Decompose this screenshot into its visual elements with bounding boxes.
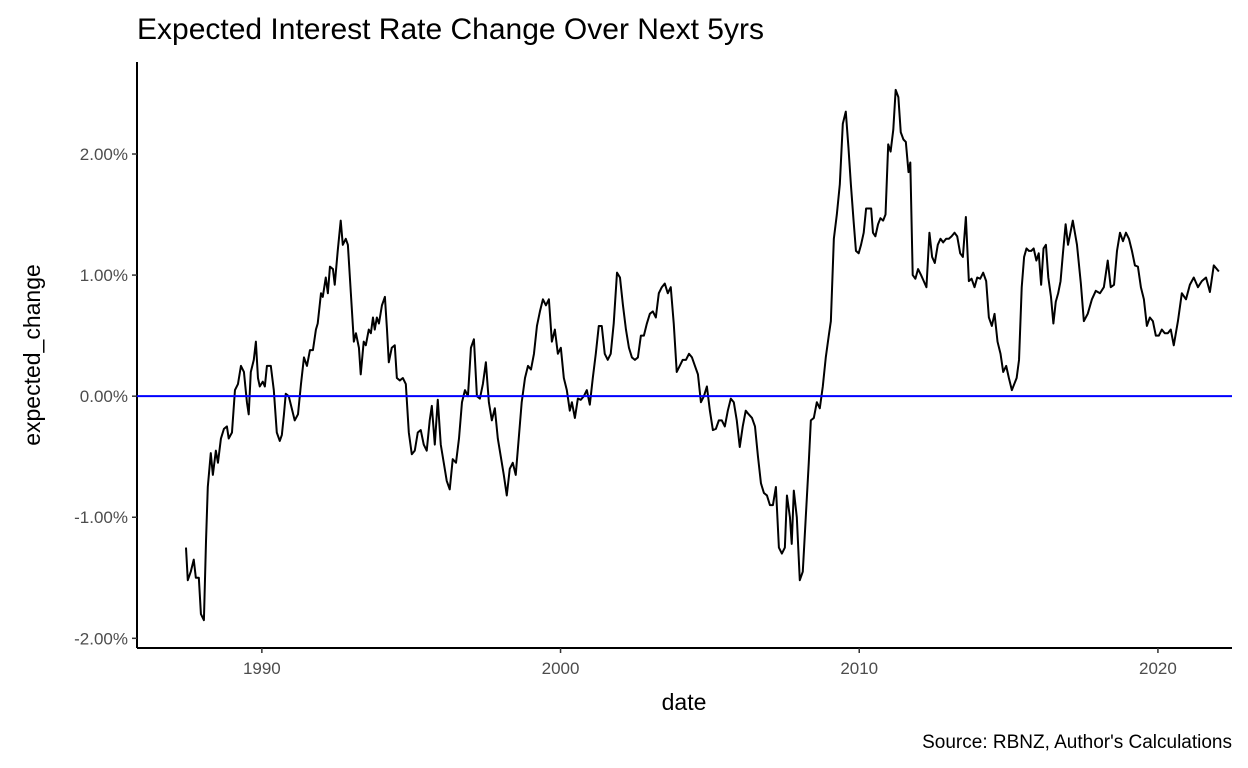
y-tick-label: 0.00% [80, 387, 128, 406]
data-line [184, 88, 1220, 622]
caption: Source: RBNZ, Author's Calculations [922, 732, 1232, 753]
x-tick-label: 2010 [840, 659, 878, 678]
chart-title: Expected Interest Rate Change Over Next … [137, 13, 764, 46]
x-tick-label: 2020 [1139, 659, 1177, 678]
y-tick-label: -1.00% [74, 508, 128, 527]
x-tick-label: 1990 [243, 659, 281, 678]
x-tick-label: 2000 [542, 659, 580, 678]
y-axis-title: expected_change [19, 264, 45, 446]
x-axis-title: date [662, 689, 707, 715]
y-tick-label: 2.00% [80, 145, 128, 164]
y-tick-label: 1.00% [80, 266, 128, 285]
y-tick-label: -2.00% [74, 629, 128, 648]
